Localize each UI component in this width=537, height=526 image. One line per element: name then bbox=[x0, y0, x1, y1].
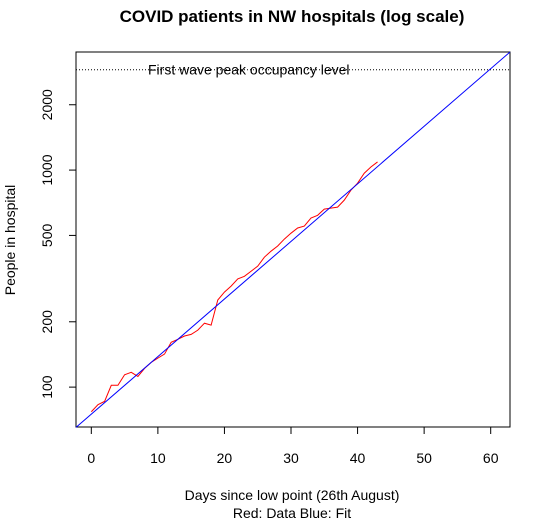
x-tick-label: 60 bbox=[483, 450, 499, 466]
y-tick-label: 100 bbox=[39, 375, 55, 399]
x-tick-label: 50 bbox=[416, 450, 432, 466]
y-axis-title: People in hospital bbox=[2, 185, 18, 296]
y-tick-label: 2000 bbox=[39, 89, 55, 120]
y-tick-label: 200 bbox=[39, 310, 55, 334]
subtitle: Red: Data Blue: Fit bbox=[233, 505, 351, 521]
annotation: First wave peak occupancy level bbox=[148, 62, 350, 78]
x-tick-label: 30 bbox=[283, 450, 299, 466]
x-tick-label: 20 bbox=[217, 450, 233, 466]
y-tick-label: 1000 bbox=[39, 154, 55, 185]
series-line bbox=[90, 161, 378, 413]
x-axis-title: Days since low point (26th August) bbox=[185, 487, 400, 503]
y-tick-label: 500 bbox=[39, 224, 55, 248]
x-tick-label: 40 bbox=[350, 450, 366, 466]
x-tick-label: 0 bbox=[87, 450, 95, 466]
plot-box bbox=[75, 51, 511, 428]
series-line bbox=[75, 51, 511, 428]
chart-title: COVID patients in NW hospitals (log scal… bbox=[120, 7, 465, 26]
x-tick-label: 10 bbox=[150, 450, 166, 466]
